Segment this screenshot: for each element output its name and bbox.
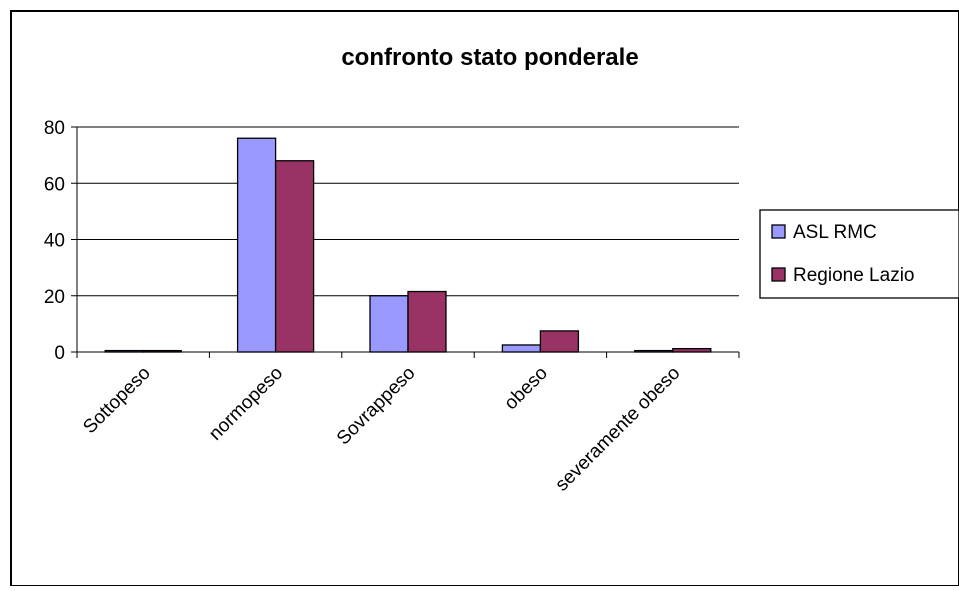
y-tick-label: 20 <box>44 287 65 308</box>
legend-label: Regione Lazio <box>793 265 914 286</box>
legend-swatch <box>771 224 786 239</box>
chart-title: confronto stato ponderale <box>341 44 638 71</box>
bar-regione-lazio <box>672 347 712 353</box>
legend-label: ASL RMC <box>793 222 877 243</box>
bar-regione-lazio <box>539 330 580 353</box>
bar-asl-rmc <box>369 295 409 353</box>
legend-swatch <box>771 267 786 282</box>
bar-asl-rmc <box>501 344 542 353</box>
legend: ASL RMC Regione Lazio <box>759 209 959 299</box>
y-tick-label: 60 <box>44 174 65 195</box>
y-tick-label: 40 <box>44 231 65 252</box>
bar-asl-rmc <box>236 137 277 353</box>
bars <box>104 137 712 353</box>
y-tick-label: 0 <box>54 343 65 364</box>
legend-box <box>759 209 959 299</box>
bar-regione-lazio <box>407 290 447 353</box>
y-tick-label: 80 <box>44 118 65 139</box>
bar-regione-lazio <box>274 160 315 353</box>
